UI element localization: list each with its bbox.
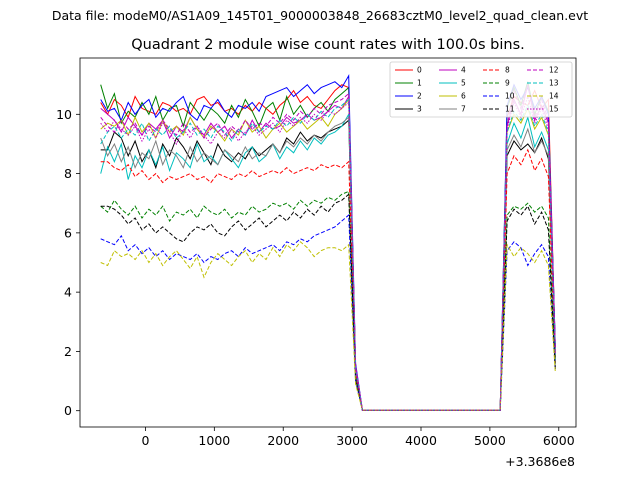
legend-label-3: 3 [417,105,422,114]
legend-label-4: 4 [461,66,466,75]
legend-label-6: 6 [461,92,466,101]
legend-label-15: 15 [549,105,559,114]
legend-label-13: 13 [549,79,559,88]
x-tick-label: 0 [141,433,149,448]
axes-frame [79,57,577,428]
legend-label-8: 8 [505,66,510,75]
y-tick-label: 0 [64,403,72,418]
x-tick-label: 3000 [336,433,368,448]
x-tick-label: 4000 [405,433,437,448]
x-tick-label: 1000 [198,433,230,448]
legend-label-9: 9 [505,79,510,88]
legend-box [389,61,573,118]
legend-label-14: 14 [549,92,559,101]
axes: 0 1000 2000 3000 4000 5000 6000 0 2 4 6 8 10 [56,107,575,448]
series-line-15 [100,94,556,411]
legend-label-12: 12 [549,66,559,75]
y-tick-label: 10 [56,107,72,122]
legend-label-10: 10 [505,92,515,101]
legend-label-0: 0 [417,66,422,75]
y-tick-label: 2 [64,344,72,359]
chart-title: Quadrant 2 module wise count rates with … [131,37,525,53]
series-line-10 [100,214,556,411]
x-tick-label: 2000 [267,433,299,448]
y-tick-label: 4 [64,285,72,300]
y-tick-label: 6 [64,225,72,240]
legend-label-7: 7 [461,105,466,114]
series-line-9 [100,190,556,411]
y-tick-label: 8 [64,166,72,181]
x-tick-label: 5000 [474,433,506,448]
legend-label-5: 5 [461,79,466,88]
plot-area [100,74,556,411]
x-offset-label: +3.3686e8 [505,454,575,469]
legend-label-2: 2 [417,92,422,101]
legend-label-1: 1 [417,79,422,88]
legend-label-11: 11 [505,105,515,114]
x-tick-label: 6000 [543,433,575,448]
figure-suptitle: Data file: modeM0/AS1A09_145T01_90000038… [52,8,588,23]
